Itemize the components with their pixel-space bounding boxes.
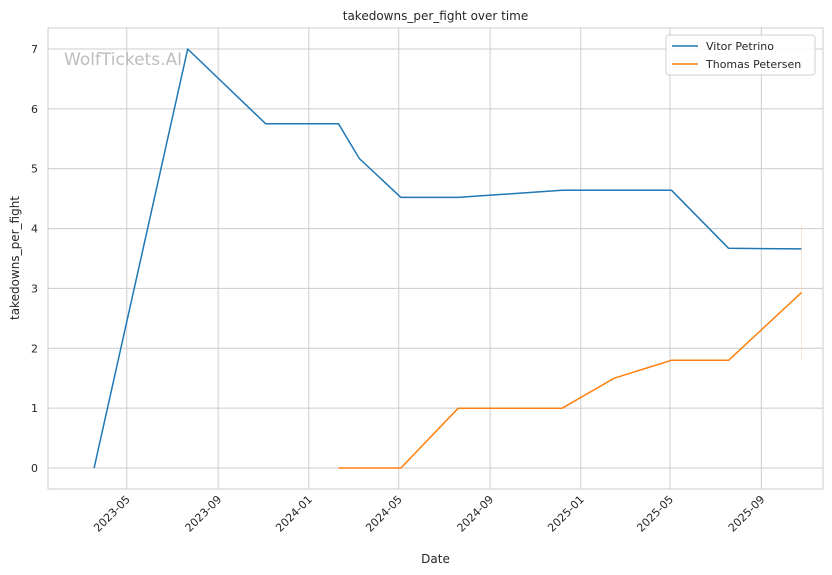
y-tick-label: 6 [31, 103, 38, 116]
series-line [338, 292, 803, 469]
x-tick-label: 2024-01 [273, 493, 315, 535]
y-tick-label: 2 [31, 342, 38, 355]
x-axis-title: Date [421, 552, 450, 566]
y-tick-label: 7 [31, 43, 38, 56]
legend: Vitor Petrino Thomas Petersen [665, 34, 816, 76]
y-tick-label: 4 [31, 223, 38, 236]
series-layer [93, 48, 803, 469]
y-tick-label: 1 [31, 402, 38, 415]
grid-lines [48, 28, 823, 489]
x-tick-label: 2024-05 [363, 493, 405, 535]
watermark: WolfTickets.AI [64, 50, 182, 70]
y-axis-title: takedowns_per_fight [8, 196, 22, 320]
legend-label: Thomas Petersen [705, 58, 801, 71]
y-tick-label: 5 [31, 163, 38, 176]
legend-box [665, 34, 816, 76]
y-axis-ticks: 0 1 2 3 4 5 6 7 [31, 43, 38, 475]
y-tick-label: 3 [31, 282, 38, 295]
x-tick-label: 2025-01 [545, 493, 587, 535]
x-tick-label: 2023-09 [183, 493, 225, 535]
plot-frame [47, 27, 824, 490]
chart-title: takedowns_per_fight over time [343, 9, 529, 23]
y-tick-label: 0 [31, 462, 38, 475]
x-tick-label: 2025-05 [634, 493, 676, 535]
x-axis-ticks: 2023-05 2023-09 2024-01 2024-05 2024-09 2025-… [91, 493, 767, 535]
x-tick-label: 2024-09 [455, 493, 497, 535]
series-line [93, 48, 802, 469]
x-tick-label: 2023-05 [91, 493, 133, 535]
legend-label: Vitor Petrino [706, 40, 774, 53]
x-tick-label: 2025-09 [726, 493, 768, 535]
